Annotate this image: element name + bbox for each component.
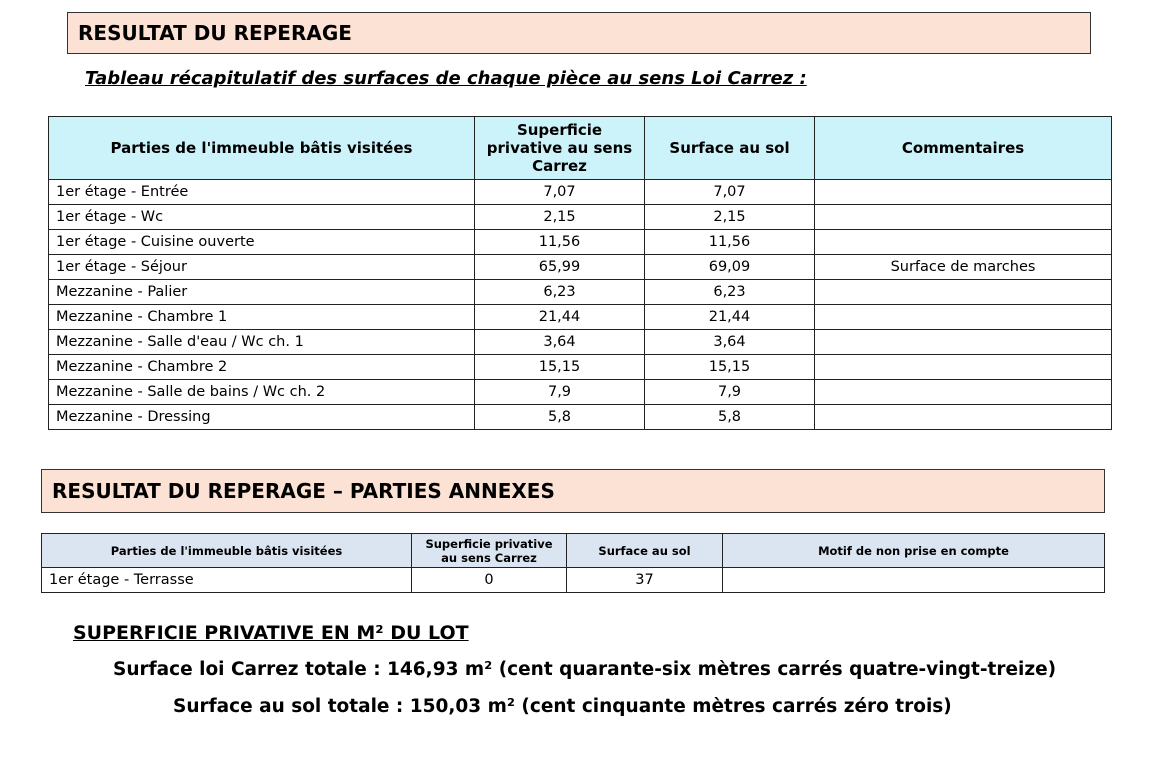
sol-total: Surface au sol totale : 150,03 m² (cent … — [173, 696, 952, 717]
header-carrez: Superficie privative au sens Carrez — [474, 116, 645, 180]
table-row: Mezzanine - Chambre 2 15,15 15,15 — [48, 354, 1112, 380]
table-row: Mezzanine - Palier 6,23 6,23 — [48, 279, 1112, 305]
cell-comment — [814, 229, 1112, 255]
header-parties: Parties de l'immeuble bâtis visitées — [41, 533, 412, 568]
table-header-row: Parties de l'immeuble bâtis visitées Sup… — [48, 116, 1112, 180]
cell-piece: Mezzanine - Salle d'eau / Wc ch. 1 — [48, 329, 475, 355]
cell-sol: 2,15 — [644, 204, 815, 230]
cell-carrez: 6,23 — [474, 279, 645, 305]
cell-sol: 7,9 — [644, 379, 815, 405]
cell-carrez: 21,44 — [474, 304, 645, 330]
cell-comment — [814, 354, 1112, 380]
cell-carrez: 5,8 — [474, 404, 645, 430]
cell-comment — [814, 204, 1112, 230]
cell-carrez: 3,64 — [474, 329, 645, 355]
summary-heading: SUPERFICIE PRIVATIVE EN M² DU LOT — [73, 622, 469, 644]
cell-sol: 69,09 — [644, 254, 815, 280]
table-row: Mezzanine - Chambre 1 21,44 21,44 — [48, 304, 1112, 330]
cell-sol: 11,56 — [644, 229, 815, 255]
cell-sol: 7,07 — [644, 179, 815, 205]
cell-comment — [814, 404, 1112, 430]
table-row: Mezzanine - Salle d'eau / Wc ch. 1 3,64 3,… — [48, 329, 1112, 355]
cell-sol: 6,23 — [644, 279, 815, 305]
cell-piece: Mezzanine - Dressing — [48, 404, 475, 430]
cell-comment — [814, 179, 1112, 205]
cell-carrez: 11,56 — [474, 229, 645, 255]
table-row: Mezzanine - Dressing 5,8 5,8 — [48, 404, 1112, 430]
cell-carrez: 7,9 — [474, 379, 645, 405]
cell-comment — [814, 329, 1112, 355]
section-title-annexes: RESULTAT DU REPERAGE – PARTIES ANNEXES — [41, 469, 1105, 513]
cell-comment: Surface de marches — [814, 254, 1112, 280]
cell-motif — [722, 567, 1105, 593]
cell-piece: Mezzanine - Chambre 2 — [48, 354, 475, 380]
cell-piece: 1er étage - Séjour — [48, 254, 475, 280]
table-subtitle: Tableau récapitulatif des surfaces de ch… — [85, 68, 807, 89]
table-row: 1er étage - Séjour 65,99 69,09 Surface de m… — [48, 254, 1112, 280]
table-row: 1er étage - Cuisine ouverte 11,56 11,56 — [48, 229, 1112, 255]
table-row: 1er étage - Wc 2,15 2,15 — [48, 204, 1112, 230]
table-row: 1er étage - Entrée 7,07 7,07 — [48, 179, 1112, 205]
cell-sol: 5,8 — [644, 404, 815, 430]
table-row: 1er étage - Terrasse 0 37 — [41, 567, 1105, 593]
surfaces-table: Parties de l'immeuble bâtis visitées Sup… — [48, 116, 1112, 430]
cell-carrez: 65,99 — [474, 254, 645, 280]
cell-carrez: 15,15 — [474, 354, 645, 380]
header-sol: Surface au sol — [644, 116, 815, 180]
cell-carrez: 2,15 — [474, 204, 645, 230]
table-header-row: Parties de l'immeuble bâtis visitées Sup… — [41, 533, 1105, 568]
cell-piece: Mezzanine - Palier — [48, 279, 475, 305]
header-commentaires: Commentaires — [814, 116, 1112, 180]
section-title-reperage: RESULTAT DU REPERAGE — [67, 12, 1091, 54]
header-sol: Surface au sol — [566, 533, 723, 568]
cell-sol: 21,44 — [644, 304, 815, 330]
carrez-total: Surface loi Carrez totale : 146,93 m² (c… — [113, 659, 1057, 680]
cell-comment — [814, 279, 1112, 305]
cell-piece: 1er étage - Cuisine ouverte — [48, 229, 475, 255]
cell-sol: 37 — [566, 567, 723, 593]
cell-piece: Mezzanine - Chambre 1 — [48, 304, 475, 330]
header-motif: Motif de non prise en compte — [722, 533, 1105, 568]
cell-sol: 3,64 — [644, 329, 815, 355]
annexes-table: Parties de l'immeuble bâtis visitées Sup… — [41, 533, 1105, 593]
cell-comment — [814, 379, 1112, 405]
cell-carrez: 0 — [411, 567, 567, 593]
table-row: Mezzanine - Salle de bains / Wc ch. 2 7,9… — [48, 379, 1112, 405]
cell-piece: 1er étage - Entrée — [48, 179, 475, 205]
cell-piece: 1er étage - Wc — [48, 204, 475, 230]
cell-carrez: 7,07 — [474, 179, 645, 205]
header-carrez: Superficie privative au sens Carrez — [411, 533, 567, 568]
cell-piece: Mezzanine - Salle de bains / Wc ch. 2 — [48, 379, 475, 405]
cell-sol: 15,15 — [644, 354, 815, 380]
header-parties: Parties de l'immeuble bâtis visitées — [48, 116, 475, 180]
cell-comment — [814, 304, 1112, 330]
cell-piece: 1er étage - Terrasse — [41, 567, 412, 593]
